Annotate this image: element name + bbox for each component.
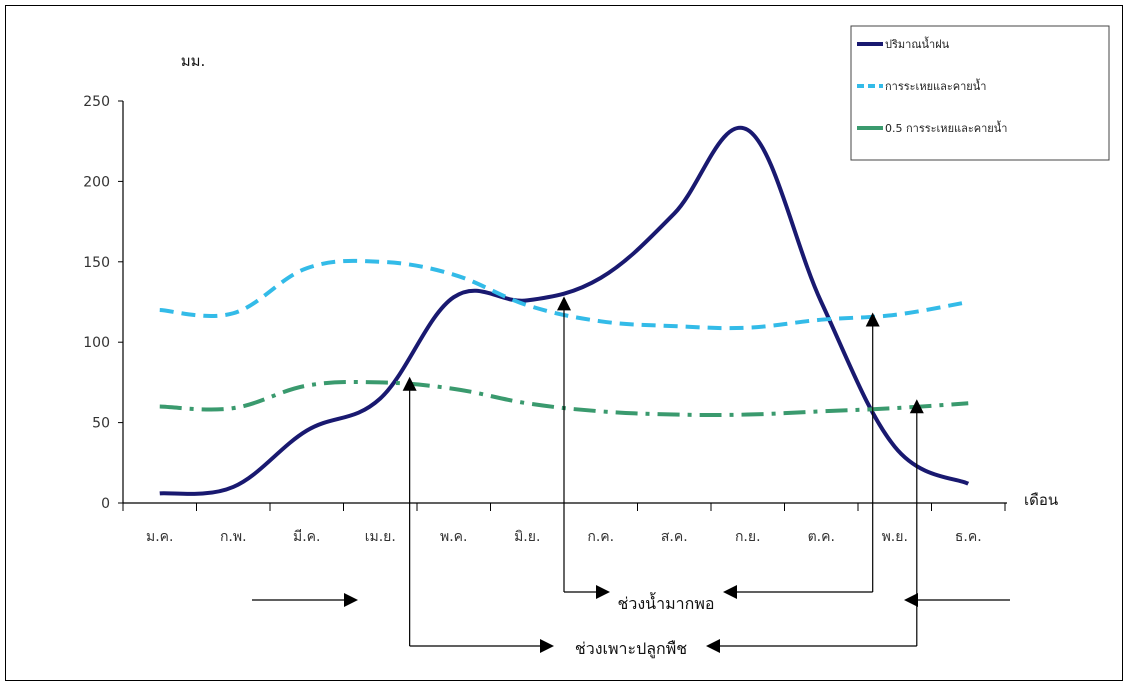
- y-tick-label: 50: [92, 416, 110, 432]
- planting-period-left-arrowhead: [706, 639, 720, 653]
- legend-box: [850, 25, 1110, 161]
- y-tick-label: 200: [83, 174, 110, 190]
- x-tick-label: พ.ค.: [440, 529, 468, 545]
- side-arrow-right-head: [904, 593, 918, 607]
- legend-label-3: 0.5 การระเหยและคายน้ำ: [885, 120, 1007, 135]
- side-arrow-left-head: [344, 593, 358, 607]
- planting-period-label: ช่วงเพาะปลูกพืช: [575, 639, 687, 659]
- y-tick-label: 100: [83, 335, 110, 351]
- x-tick-label: มี.ค.: [293, 529, 321, 545]
- y-tick-label: 150: [83, 255, 110, 271]
- x-tick-label: ธ.ค.: [955, 529, 982, 545]
- x-tick-label: เม.ย.: [365, 529, 396, 545]
- x-tick-label: ม.ค.: [146, 529, 174, 545]
- y-axis-title: มม.: [181, 52, 206, 70]
- water-period-right-arrow: [865, 312, 880, 327]
- x-axis-title: เดือน: [1024, 491, 1058, 509]
- legend-label-2: การระเหยและคายน้ำ: [885, 78, 986, 93]
- x-tick-label: ส.ค.: [661, 529, 688, 545]
- water-period-label: ช่วงน้ำมากพอ: [618, 592, 715, 613]
- x-tick-label: ก.ย.: [735, 529, 761, 545]
- y-tick-label: 0: [101, 496, 110, 512]
- series-line-2: [159, 258, 969, 331]
- series-line-1: [159, 125, 970, 496]
- legend-label-1: ปริมาณน้ำฝน: [885, 36, 950, 51]
- water-period-left-arrowhead: [723, 585, 737, 599]
- x-tick-label: ก.พ.: [220, 529, 247, 545]
- x-tick-label: พ.ย.: [882, 529, 908, 545]
- x-tick-label: มิ.ย.: [514, 529, 540, 545]
- planting-period-right-arrow: [909, 399, 924, 414]
- x-tick-label: ก.ค.: [587, 529, 614, 545]
- water-period-right-arrowhead: [596, 585, 610, 599]
- y-tick-label: 250: [83, 94, 110, 110]
- planting-period-right-arrowhead: [540, 639, 554, 653]
- water-period-left-arrow: [557, 296, 571, 311]
- x-tick-label: ต.ค.: [808, 529, 835, 545]
- planting-period-left-arrow: [402, 376, 417, 391]
